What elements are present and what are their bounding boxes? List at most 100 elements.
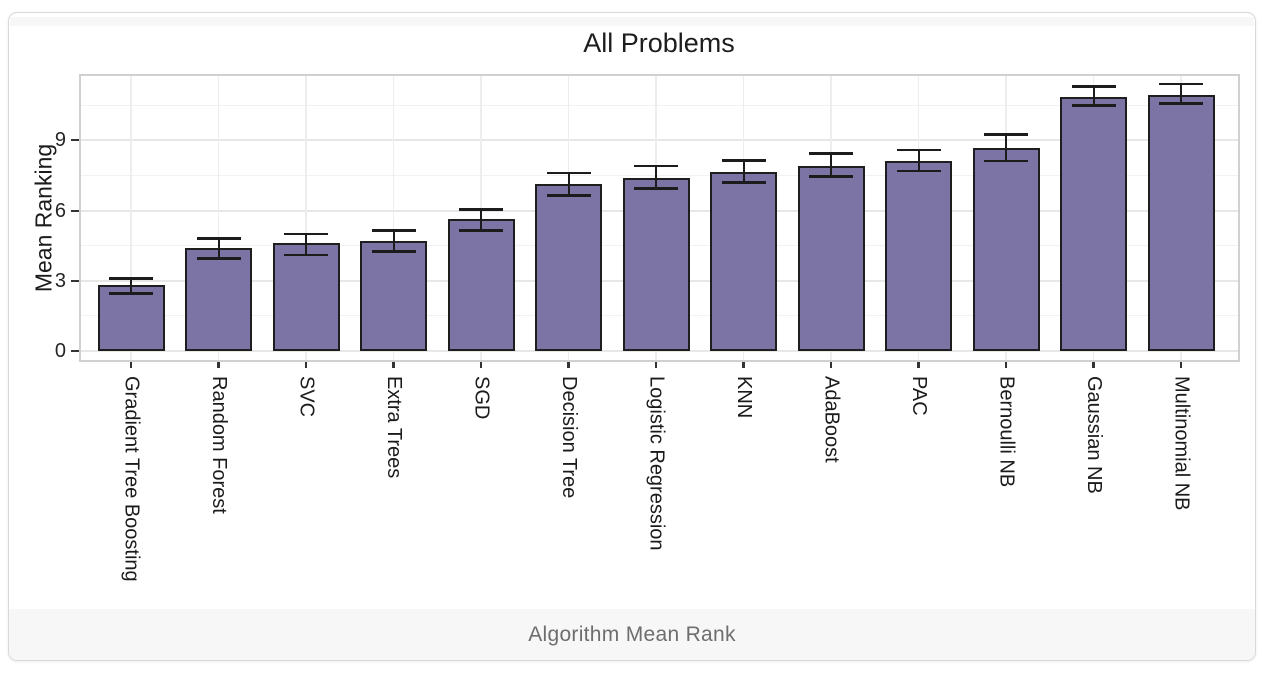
- bar: [360, 240, 427, 351]
- error-bar-cap: [546, 171, 591, 175]
- x-tick: [304, 362, 308, 368]
- x-tick-label: KNN: [733, 376, 755, 419]
- error-bar-whisker: [567, 173, 570, 196]
- x-tick: [654, 362, 658, 368]
- caption-band: Algorithm Mean Rank: [9, 609, 1255, 660]
- x-tick-label: Bernoulli NB: [995, 376, 1018, 488]
- x-tick-label: AdaBoost: [820, 376, 843, 463]
- gridline-minor: [81, 104, 1238, 106]
- bar: [185, 248, 252, 351]
- bar: [885, 160, 952, 351]
- x-tick-label: Logistic Regression: [645, 376, 668, 551]
- bar: [1147, 94, 1215, 351]
- x-tick: [217, 362, 220, 368]
- bar: [622, 178, 690, 351]
- gridline-minor: [81, 175, 1238, 176]
- error-bar-cap: [459, 229, 503, 232]
- x-tick-label: Multinomial NB: [1170, 376, 1193, 511]
- x-tick: [129, 362, 133, 368]
- gridline-vertical: [392, 76, 395, 360]
- error-bar-whisker: [130, 278, 132, 294]
- x-tick-label: Gradient Tree Boosting: [120, 376, 143, 582]
- error-bar-cap: [109, 277, 153, 280]
- gridline-vertical: [217, 76, 220, 360]
- bar: [972, 148, 1040, 351]
- y-tick-label: 3: [54, 269, 66, 292]
- error-bar-cap: [371, 229, 416, 232]
- error-bar-cap: [634, 187, 678, 190]
- x-tick: [392, 362, 395, 368]
- error-bar-cap: [196, 257, 241, 260]
- x-tick: [479, 362, 483, 368]
- gridline-major: [81, 139, 1238, 142]
- error-bar-whisker: [305, 234, 307, 256]
- figure-caption: Algorithm Mean Rank: [528, 622, 736, 646]
- bar: [710, 171, 777, 351]
- x-tick: [1004, 362, 1008, 368]
- x-tick-label: Decision Tree: [558, 376, 580, 499]
- error-bar-whisker: [742, 160, 745, 183]
- error-bar-cap: [1071, 104, 1116, 107]
- y-tick: [71, 350, 79, 352]
- error-bar-whisker: [1092, 86, 1095, 106]
- y-tick-label: 9: [54, 129, 66, 152]
- x-tick: [1179, 362, 1183, 368]
- card-top-strip: [10, 17, 1254, 26]
- error-bar-whisker: [1180, 84, 1182, 104]
- error-bar-cap: [634, 164, 678, 168]
- error-bar-cap: [896, 169, 941, 173]
- error-bar-whisker: [1005, 134, 1007, 161]
- bar: [272, 243, 340, 351]
- error-bar-whisker: [830, 153, 832, 177]
- x-tick: [917, 362, 920, 368]
- error-bar-cap: [1159, 82, 1203, 86]
- error-bar-cap: [809, 152, 853, 155]
- error-bar-cap: [721, 159, 766, 162]
- x-tick-label: PAC: [908, 376, 930, 416]
- bar: [1060, 97, 1127, 351]
- x-tick-label: Gaussian NB: [1083, 376, 1105, 494]
- gridline-major: [81, 350, 1238, 352]
- error-bar-whisker: [480, 209, 482, 231]
- error-bar-cap: [896, 148, 941, 152]
- error-bar-whisker: [655, 166, 657, 189]
- x-tick-label: Random Forest: [208, 376, 230, 514]
- error-bar-cap: [284, 253, 328, 257]
- x-tick: [829, 362, 833, 368]
- error-bar-cap: [721, 181, 766, 184]
- chart-title: All Problems: [583, 28, 735, 58]
- error-bar-cap: [371, 250, 416, 253]
- gridline-vertical: [130, 76, 132, 360]
- y-tick: [71, 209, 79, 212]
- error-bar-cap: [284, 232, 328, 236]
- bar: [797, 165, 865, 351]
- bar: [447, 219, 515, 351]
- bar: [97, 285, 165, 351]
- x-tick: [1092, 362, 1095, 368]
- gridline-vertical: [305, 76, 307, 360]
- error-bar-cap: [1071, 85, 1116, 88]
- error-bar-cap: [809, 175, 853, 178]
- error-bar-cap: [546, 194, 591, 197]
- error-bar-whisker: [217, 238, 220, 259]
- y-tick-label: 6: [54, 199, 66, 222]
- x-tick-label: SVC: [295, 376, 318, 418]
- error-bar-cap: [984, 133, 1028, 136]
- x-tick-label: Extra Trees: [383, 376, 405, 479]
- error-bar-whisker: [917, 150, 920, 171]
- y-tick-label: 0: [54, 340, 66, 362]
- error-bar-cap: [459, 208, 503, 211]
- x-tick: [742, 362, 745, 368]
- error-bar-cap: [1159, 102, 1203, 105]
- x-tick: [567, 362, 570, 368]
- x-tick-label: SGD: [470, 376, 493, 420]
- y-tick: [71, 139, 79, 142]
- error-bar-cap: [196, 237, 241, 240]
- error-bar-cap: [984, 159, 1028, 162]
- bar: [535, 183, 602, 351]
- error-bar-whisker: [392, 230, 395, 252]
- y-tick: [71, 279, 79, 282]
- error-bar-cap: [109, 292, 153, 295]
